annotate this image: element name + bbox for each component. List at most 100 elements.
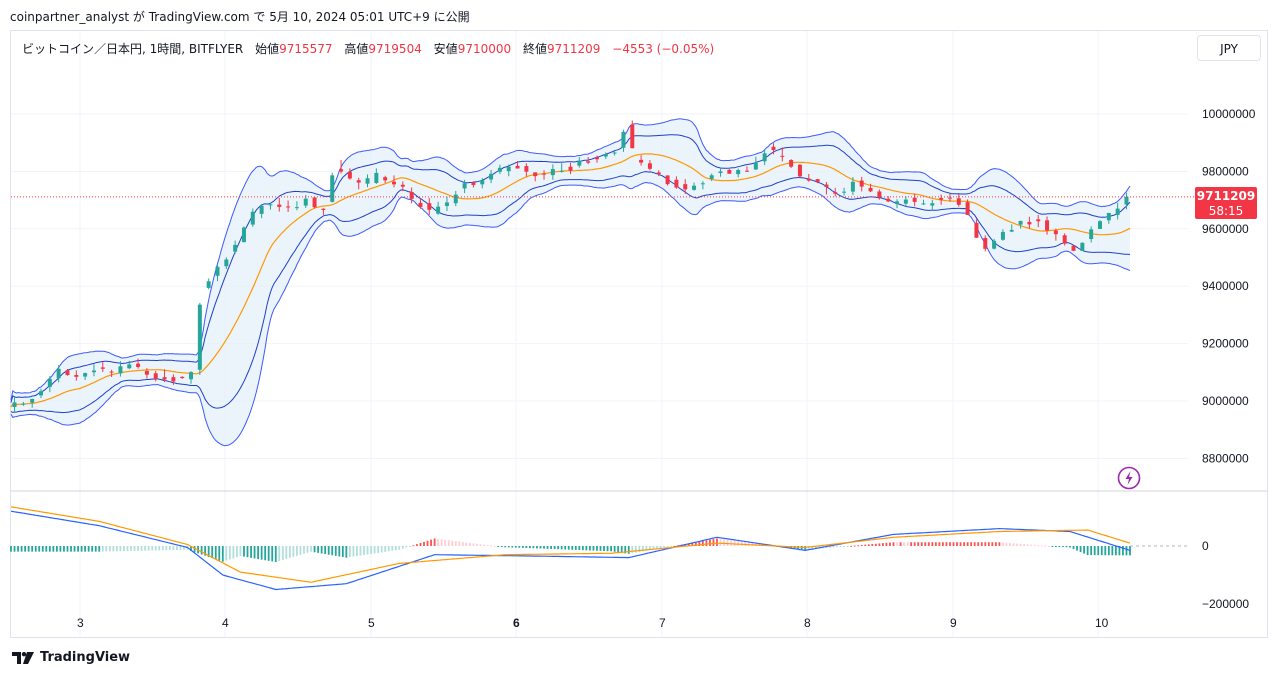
candle-body xyxy=(850,181,855,192)
macd-bar xyxy=(850,545,853,547)
chart-frame[interactable] xyxy=(10,30,1268,638)
candle-body xyxy=(489,173,494,180)
currency-button[interactable]: JPY xyxy=(1197,35,1261,61)
candle-body xyxy=(39,391,44,396)
macd-bar xyxy=(168,546,171,551)
macd-bar xyxy=(486,545,489,547)
candle-body xyxy=(321,208,326,210)
macd-bar xyxy=(77,546,79,552)
lightning-icon[interactable] xyxy=(1117,466,1141,490)
candle-body xyxy=(356,180,361,183)
macd-bar xyxy=(952,542,955,546)
macd-bar xyxy=(518,546,521,548)
candle-body xyxy=(515,165,520,169)
macd-bar xyxy=(408,546,411,547)
candle-body xyxy=(568,166,573,171)
candle-body xyxy=(471,182,476,185)
macd-bar xyxy=(154,546,157,551)
bollinger-upper xyxy=(10,134,1131,403)
candle-body xyxy=(171,377,176,382)
macd-bar xyxy=(119,546,122,552)
macd-bar xyxy=(578,546,581,551)
macd-bar xyxy=(546,546,549,549)
macd-bar xyxy=(694,542,697,546)
macd-bar xyxy=(906,542,909,546)
macd-bar xyxy=(225,546,228,561)
macd-bar xyxy=(345,546,348,558)
macd-bar xyxy=(691,542,694,546)
candle-body xyxy=(127,364,132,369)
tradingview-brand[interactable]: TradingView xyxy=(12,650,130,665)
macd-bar xyxy=(857,545,860,547)
candle-body xyxy=(12,402,17,408)
time-tick-label: 3 xyxy=(77,616,84,630)
macd-bar xyxy=(913,542,916,546)
macd-bar xyxy=(864,544,867,546)
macd-bar xyxy=(980,542,983,546)
candle-body xyxy=(577,160,582,166)
candle-body xyxy=(506,166,511,172)
price-tick-label: 8800000 xyxy=(1202,451,1249,465)
macd-bar xyxy=(701,540,704,546)
macd-tick-label: 0 xyxy=(1202,539,1209,553)
macd-bar xyxy=(984,542,987,546)
candle-body xyxy=(674,179,679,188)
candle-body xyxy=(921,203,926,205)
candle-body xyxy=(180,376,185,379)
macd-bar xyxy=(497,546,500,547)
macd-bar xyxy=(966,542,969,546)
candle-body xyxy=(771,146,776,151)
candle-body xyxy=(1062,235,1067,244)
candle-body xyxy=(895,201,900,205)
macd-bar xyxy=(892,542,895,546)
candle-body xyxy=(347,171,352,179)
candle-body xyxy=(56,368,61,379)
macd-bar xyxy=(673,545,676,547)
macd-bar xyxy=(910,542,913,546)
macd-bar xyxy=(94,546,97,552)
time-tick-label: 8 xyxy=(804,616,811,630)
candle-body xyxy=(727,169,732,174)
macd-bar xyxy=(529,546,531,549)
macd-bar xyxy=(574,546,577,550)
macd-bar xyxy=(87,546,90,552)
macd-bar xyxy=(645,546,648,551)
macd-bar xyxy=(553,546,556,550)
macd-bar xyxy=(500,546,503,547)
macd-bar xyxy=(179,546,182,550)
candle-body xyxy=(983,238,988,249)
macd-bar xyxy=(832,546,835,548)
macd-bar xyxy=(207,546,210,557)
candle-body xyxy=(118,366,123,374)
candle-body xyxy=(189,372,194,380)
macd-bar xyxy=(444,539,447,546)
macd-bar xyxy=(557,546,560,550)
candle-body xyxy=(241,227,246,243)
macd-bar xyxy=(603,546,605,552)
publisher-line: coinpartner_analyst が TradingView.com で … xyxy=(10,10,470,24)
macd-bar xyxy=(52,546,55,552)
macd-bar xyxy=(811,546,814,550)
macd-bar xyxy=(917,542,920,546)
bar-countdown: 58:15 xyxy=(1208,204,1244,218)
candle-body xyxy=(453,194,458,204)
candle-body xyxy=(144,371,149,375)
candle-body xyxy=(806,178,811,181)
time-tick-label: 6 xyxy=(513,616,520,630)
macd-bar xyxy=(172,546,175,551)
candle-body xyxy=(339,169,344,172)
candle-body xyxy=(65,370,70,376)
ohlc-legend: ビットコイン／日本円, 1時間, BITFLYER 始値9715577 高値97… xyxy=(22,40,714,57)
candle-body xyxy=(683,184,688,190)
macd-bar xyxy=(267,546,270,561)
candle-body xyxy=(947,197,952,199)
macd-bar xyxy=(634,546,637,553)
candle-body xyxy=(939,197,944,200)
macd-bar xyxy=(108,546,111,552)
macd-bar xyxy=(853,545,856,547)
macd-bar xyxy=(807,546,810,550)
macd-bar xyxy=(1118,546,1121,556)
candle-body xyxy=(859,180,864,187)
macd-bar xyxy=(1093,546,1096,556)
